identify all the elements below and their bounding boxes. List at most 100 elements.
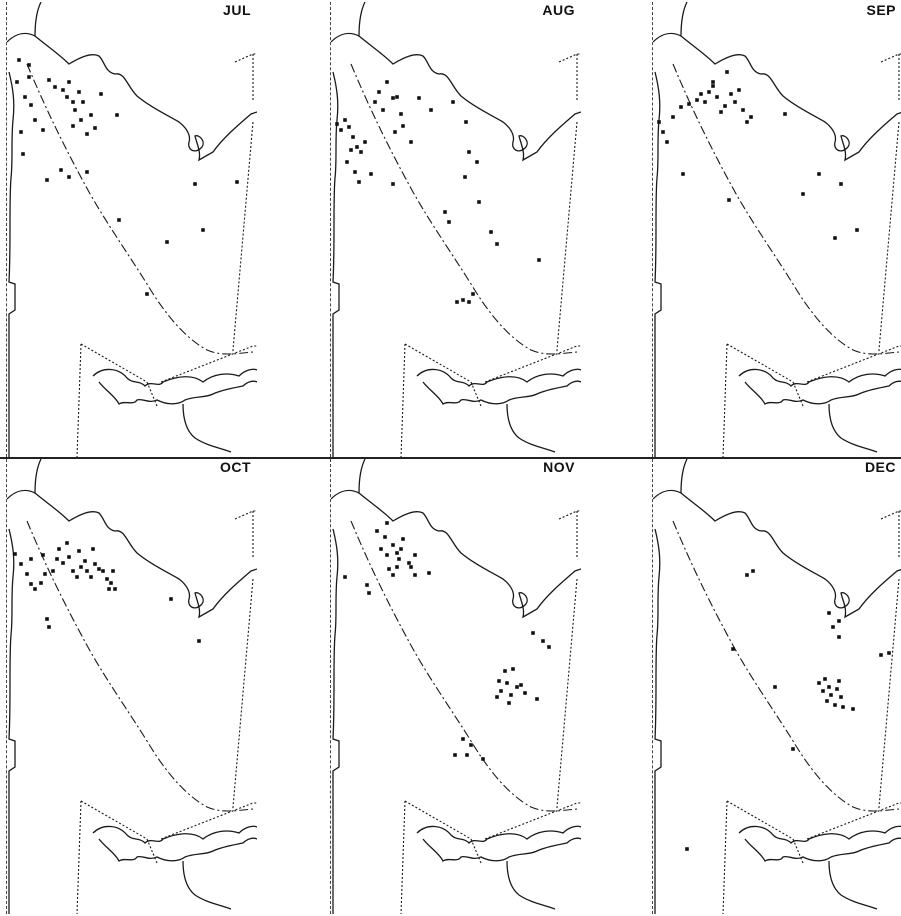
sighting-dot — [61, 88, 65, 92]
sighting-dot — [401, 124, 405, 128]
sighting-dot — [827, 611, 831, 615]
sighting-dot — [471, 292, 475, 296]
sighting-dot — [27, 75, 31, 79]
sighting-dot — [387, 567, 391, 571]
coastline-north — [7, 459, 257, 619]
sighting-dot — [511, 667, 515, 671]
month-label: JUL — [220, 2, 253, 20]
survey-boundary-south — [400, 800, 581, 914]
month-label: NOV — [540, 459, 577, 477]
survey-boundary-south — [722, 800, 901, 914]
sighting-dot — [469, 743, 473, 747]
month-label: SEP — [863, 2, 898, 20]
sighting-dot — [81, 100, 85, 104]
sighting-dot — [17, 58, 21, 62]
sighting-dot — [879, 653, 883, 657]
sighting-dot — [25, 572, 29, 576]
sighting-dot — [67, 80, 71, 84]
sighting-dot — [93, 126, 97, 130]
sighting-dot — [429, 108, 433, 112]
sighting-dot — [827, 685, 831, 689]
sighting-dot — [841, 705, 845, 709]
bay-outline — [738, 825, 901, 910]
coastline-north — [331, 459, 581, 619]
sighting-dot — [41, 128, 45, 132]
month-label: AUG — [539, 2, 577, 20]
sighting-dot — [27, 63, 31, 67]
sighting-dot — [359, 150, 363, 154]
sighting-dot — [59, 168, 63, 172]
sighting-dot — [345, 160, 349, 164]
sighting-dot — [93, 562, 97, 566]
month-label: DEC — [861, 459, 898, 477]
sighting-dot — [85, 170, 89, 174]
sighting-dot — [13, 552, 17, 556]
sighting-dot — [837, 619, 841, 623]
sighting-dot — [85, 132, 89, 136]
sighting-dot — [831, 625, 835, 629]
sighting-dot — [379, 547, 383, 551]
sighting-dot — [339, 128, 343, 132]
sighting-dot — [381, 108, 385, 112]
sighting-dot — [395, 95, 399, 99]
sighting-dot — [413, 573, 417, 577]
sighting-dot — [397, 557, 401, 561]
sighting-dot — [825, 699, 829, 703]
sighting-dot — [99, 92, 103, 96]
coastline-north — [7, 2, 257, 162]
sighting-dot — [409, 565, 413, 569]
month-label: OCT — [216, 459, 253, 477]
dashed-track-line — [26, 63, 254, 355]
sighting-dot — [197, 639, 201, 643]
sighting-dot — [391, 182, 395, 186]
sighting-dot — [53, 85, 57, 89]
sighting-dot — [829, 693, 833, 697]
sighting-dot — [817, 681, 821, 685]
sighting-dot — [351, 135, 355, 139]
sighting-dot — [467, 150, 471, 154]
sighting-dot — [105, 577, 109, 581]
sighting-dot — [451, 100, 455, 104]
sighting-dot — [409, 140, 413, 144]
coastline-west — [332, 71, 340, 457]
sighting-dot — [711, 84, 715, 88]
sighting-dot — [395, 565, 399, 569]
sighting-dot — [855, 228, 859, 232]
sighting-dot — [111, 569, 115, 573]
sighting-dot — [821, 689, 825, 693]
sighting-dot — [715, 95, 719, 99]
sighting-dot — [751, 569, 755, 573]
map-panel-sep: SEP — [652, 2, 901, 457]
sighting-dot — [467, 300, 471, 304]
sighting-dot — [499, 689, 503, 693]
map-panel-aug: AUG — [330, 2, 581, 457]
sighting-dot — [835, 687, 839, 691]
dashed-track-line — [350, 520, 578, 812]
sighting-dot — [67, 175, 71, 179]
sighting-dot — [733, 100, 737, 104]
sighting-dot — [723, 104, 727, 108]
map-svg — [653, 459, 901, 914]
sighting-dot — [537, 258, 541, 262]
sighting-dot — [33, 587, 37, 591]
sighting-dot — [21, 152, 25, 156]
survey-boundary-south — [76, 800, 257, 914]
sighting-dot — [773, 685, 777, 689]
sighting-dot — [505, 681, 509, 685]
sighting-dot — [399, 547, 403, 551]
sighting-dot — [727, 198, 731, 202]
sighting-dot — [113, 587, 117, 591]
sighting-dot — [193, 182, 197, 186]
sighting-dot — [201, 228, 205, 232]
sighting-dot — [79, 118, 83, 122]
map-svg — [331, 459, 581, 914]
sighting-dot — [833, 236, 837, 240]
sighting-dot — [515, 685, 519, 689]
sighting-dot — [725, 70, 729, 74]
dashed-track-line — [350, 63, 578, 355]
sighting-dot — [343, 575, 347, 579]
sighting-dot — [71, 100, 75, 104]
sighting-dot — [547, 645, 551, 649]
map-svg — [653, 2, 901, 457]
sighting-dot — [33, 118, 37, 122]
